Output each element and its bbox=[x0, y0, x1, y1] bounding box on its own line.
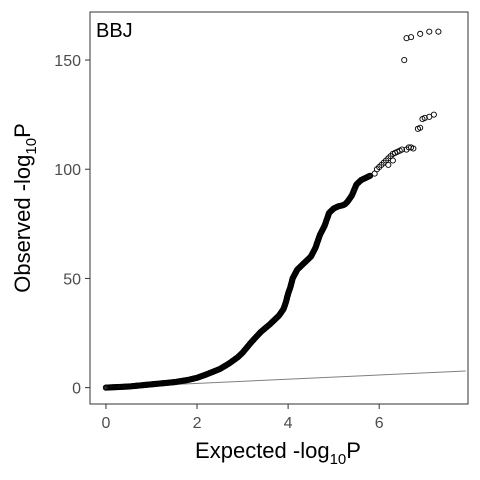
panel-border bbox=[89, 11, 469, 405]
x-tick-label: 6 bbox=[375, 415, 384, 432]
y-axis-title-main: Observed -log bbox=[10, 155, 35, 293]
data-point bbox=[389, 157, 396, 164]
data-point bbox=[417, 124, 424, 131]
y-tick-label: 0 bbox=[72, 381, 81, 398]
data-point bbox=[430, 111, 437, 118]
data-points-group bbox=[102, 28, 442, 391]
y-axis-title-subscript: 10 bbox=[23, 138, 40, 155]
data-point bbox=[385, 161, 392, 168]
data-point bbox=[401, 56, 408, 64]
x-tick-label: 4 bbox=[284, 415, 293, 432]
y-tick-label: 100 bbox=[54, 162, 81, 179]
y-axis-title: Observed -log10P bbox=[10, 123, 40, 293]
data-point bbox=[417, 30, 424, 37]
data-point bbox=[421, 114, 428, 121]
x-axis-ticks: 0 2 4 6 bbox=[101, 404, 384, 432]
y-axis-ticks: 0 50 100 150 bbox=[54, 53, 90, 398]
y-tick-label: 50 bbox=[63, 271, 81, 288]
x-tick-label: 2 bbox=[193, 415, 202, 432]
data-point bbox=[398, 146, 406, 153]
data-point bbox=[403, 35, 410, 42]
y-tick-label: 150 bbox=[54, 53, 81, 70]
data-point bbox=[408, 34, 415, 41]
data-point bbox=[426, 28, 433, 35]
x-axis-title-main: Expected -log bbox=[195, 438, 330, 463]
x-axis-title-subscript: 10 bbox=[330, 451, 347, 468]
x-tick-label: 0 bbox=[101, 415, 110, 432]
panel-label: BBJ bbox=[96, 20, 133, 42]
x-axis-title-tail: P bbox=[346, 438, 361, 463]
x-axis-title: Expected -log10P bbox=[195, 438, 361, 468]
data-point bbox=[410, 145, 417, 152]
y-axis-title-tail: P bbox=[10, 123, 35, 138]
data-point bbox=[405, 144, 412, 151]
data-point bbox=[435, 28, 442, 35]
